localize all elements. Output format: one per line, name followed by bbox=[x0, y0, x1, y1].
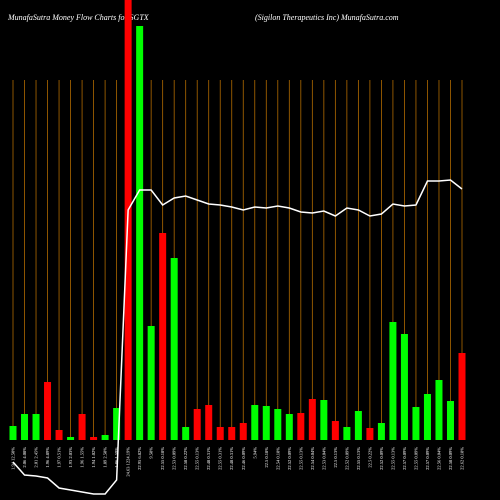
line bbox=[12, 179, 463, 495]
x-tick-label: 22.57 0.09% bbox=[402, 447, 407, 470]
bar bbox=[205, 405, 213, 440]
x-tick-label: 22.53 0.04% bbox=[321, 447, 326, 470]
bar bbox=[136, 26, 144, 440]
bar bbox=[44, 382, 52, 440]
x-tick-label: 2.01 2.45% bbox=[34, 447, 39, 468]
bar bbox=[343, 427, 351, 440]
bar bbox=[262, 406, 270, 440]
bar bbox=[308, 399, 316, 440]
bar bbox=[423, 394, 431, 440]
bar bbox=[285, 414, 293, 440]
bar bbox=[78, 414, 86, 440]
x-tick-label: 1.93 2.03% bbox=[68, 447, 73, 468]
x-tick-label: 1.97 0.51% bbox=[57, 447, 62, 468]
bar bbox=[320, 400, 328, 440]
x-tick-label: 22.62 0.18% bbox=[460, 447, 465, 470]
bar bbox=[147, 326, 155, 440]
x-tick-label: 5.94% bbox=[252, 447, 257, 459]
x-tick-label: 22.5 0.13% bbox=[333, 447, 338, 468]
bar bbox=[159, 233, 167, 440]
bar bbox=[67, 437, 75, 440]
bar bbox=[170, 258, 178, 440]
bar bbox=[297, 413, 305, 440]
bar bbox=[331, 421, 339, 440]
x-tick-label: 22.52 0.09% bbox=[379, 447, 384, 470]
chart-subtitle: (Sigilon Therapeutics Inc) MunafaSutra.c… bbox=[255, 13, 399, 22]
x-tick-label: 2.06 4.08% bbox=[22, 447, 27, 468]
x-tick-label: 1.94 12.50% bbox=[11, 447, 16, 470]
x-tick-label: 22.58 0.22% bbox=[183, 447, 188, 470]
bar bbox=[21, 414, 29, 440]
bar bbox=[446, 401, 454, 440]
x-tick-label: 22.52 0.09% bbox=[287, 447, 292, 470]
x-tick-label: 22.54 0.04% bbox=[310, 447, 315, 470]
bar bbox=[228, 427, 236, 440]
x-tick-label: 22.46 0.09% bbox=[241, 447, 246, 470]
x-tick-label: 22.55 0.18% bbox=[160, 447, 165, 470]
x-tick-label: 22.55 0.13% bbox=[298, 447, 303, 470]
x-tick-label: 22.95 6.82% bbox=[137, 447, 142, 470]
x-tick-label: 22.5 0.18% bbox=[264, 447, 269, 468]
bar bbox=[251, 405, 259, 440]
x-tick-label: 22.55 0.13% bbox=[356, 447, 361, 470]
bar bbox=[90, 437, 98, 440]
x-tick-label: 22.5 0.22% bbox=[367, 447, 372, 468]
bar bbox=[239, 423, 247, 440]
bar bbox=[55, 430, 63, 440]
x-tick-label: 22.57 0.09% bbox=[425, 447, 430, 470]
x-tick-label: 22.55 0.13% bbox=[390, 447, 395, 470]
bar bbox=[9, 426, 17, 440]
bar bbox=[216, 427, 224, 440]
x-tick-label: 1.96 1.55% bbox=[80, 447, 85, 468]
x-tick-label: 1.89 2.58% bbox=[103, 447, 108, 468]
x-tick-label: 9.58% bbox=[149, 447, 154, 459]
x-tick-label: 22.55 0.13% bbox=[195, 447, 200, 470]
bar bbox=[458, 353, 466, 440]
bar bbox=[354, 411, 362, 440]
bar bbox=[389, 322, 397, 440]
bar bbox=[193, 409, 201, 440]
x-tick-label: 1.86 1.59% bbox=[114, 447, 119, 468]
x-tick-label: 22.48 0.31% bbox=[206, 447, 211, 470]
x-tick-label: 24.63 1224.19% bbox=[126, 447, 131, 477]
x-tick-label: 22.56 0.04% bbox=[436, 447, 441, 470]
bar bbox=[400, 334, 408, 440]
x-tick-label: 22.53 0.09% bbox=[172, 447, 177, 470]
x-tick-label: 22.55 0.09% bbox=[413, 447, 418, 470]
bar bbox=[377, 423, 385, 440]
x-tick-label: 22.48 0.31% bbox=[229, 447, 234, 470]
bar bbox=[32, 414, 40, 440]
bar bbox=[435, 380, 443, 440]
bar bbox=[101, 435, 109, 440]
x-tick-label: 22.55 0.31% bbox=[218, 447, 223, 470]
bar bbox=[113, 408, 121, 440]
bar bbox=[274, 409, 282, 440]
x-tick-label: 1.94 1.02% bbox=[91, 447, 96, 468]
bar bbox=[366, 428, 374, 440]
x-tick-label: 22.58 0.09% bbox=[448, 447, 453, 470]
x-tick-label: 22.54 0.18% bbox=[275, 447, 280, 470]
x-tick-label: 1.96 4.89% bbox=[45, 447, 50, 468]
chart-title: MunafaSutra Money Flow Charts for SGTX bbox=[7, 13, 150, 22]
bar bbox=[182, 427, 190, 440]
x-tick-label: 22.52 0.09% bbox=[344, 447, 349, 470]
bar bbox=[412, 407, 420, 440]
